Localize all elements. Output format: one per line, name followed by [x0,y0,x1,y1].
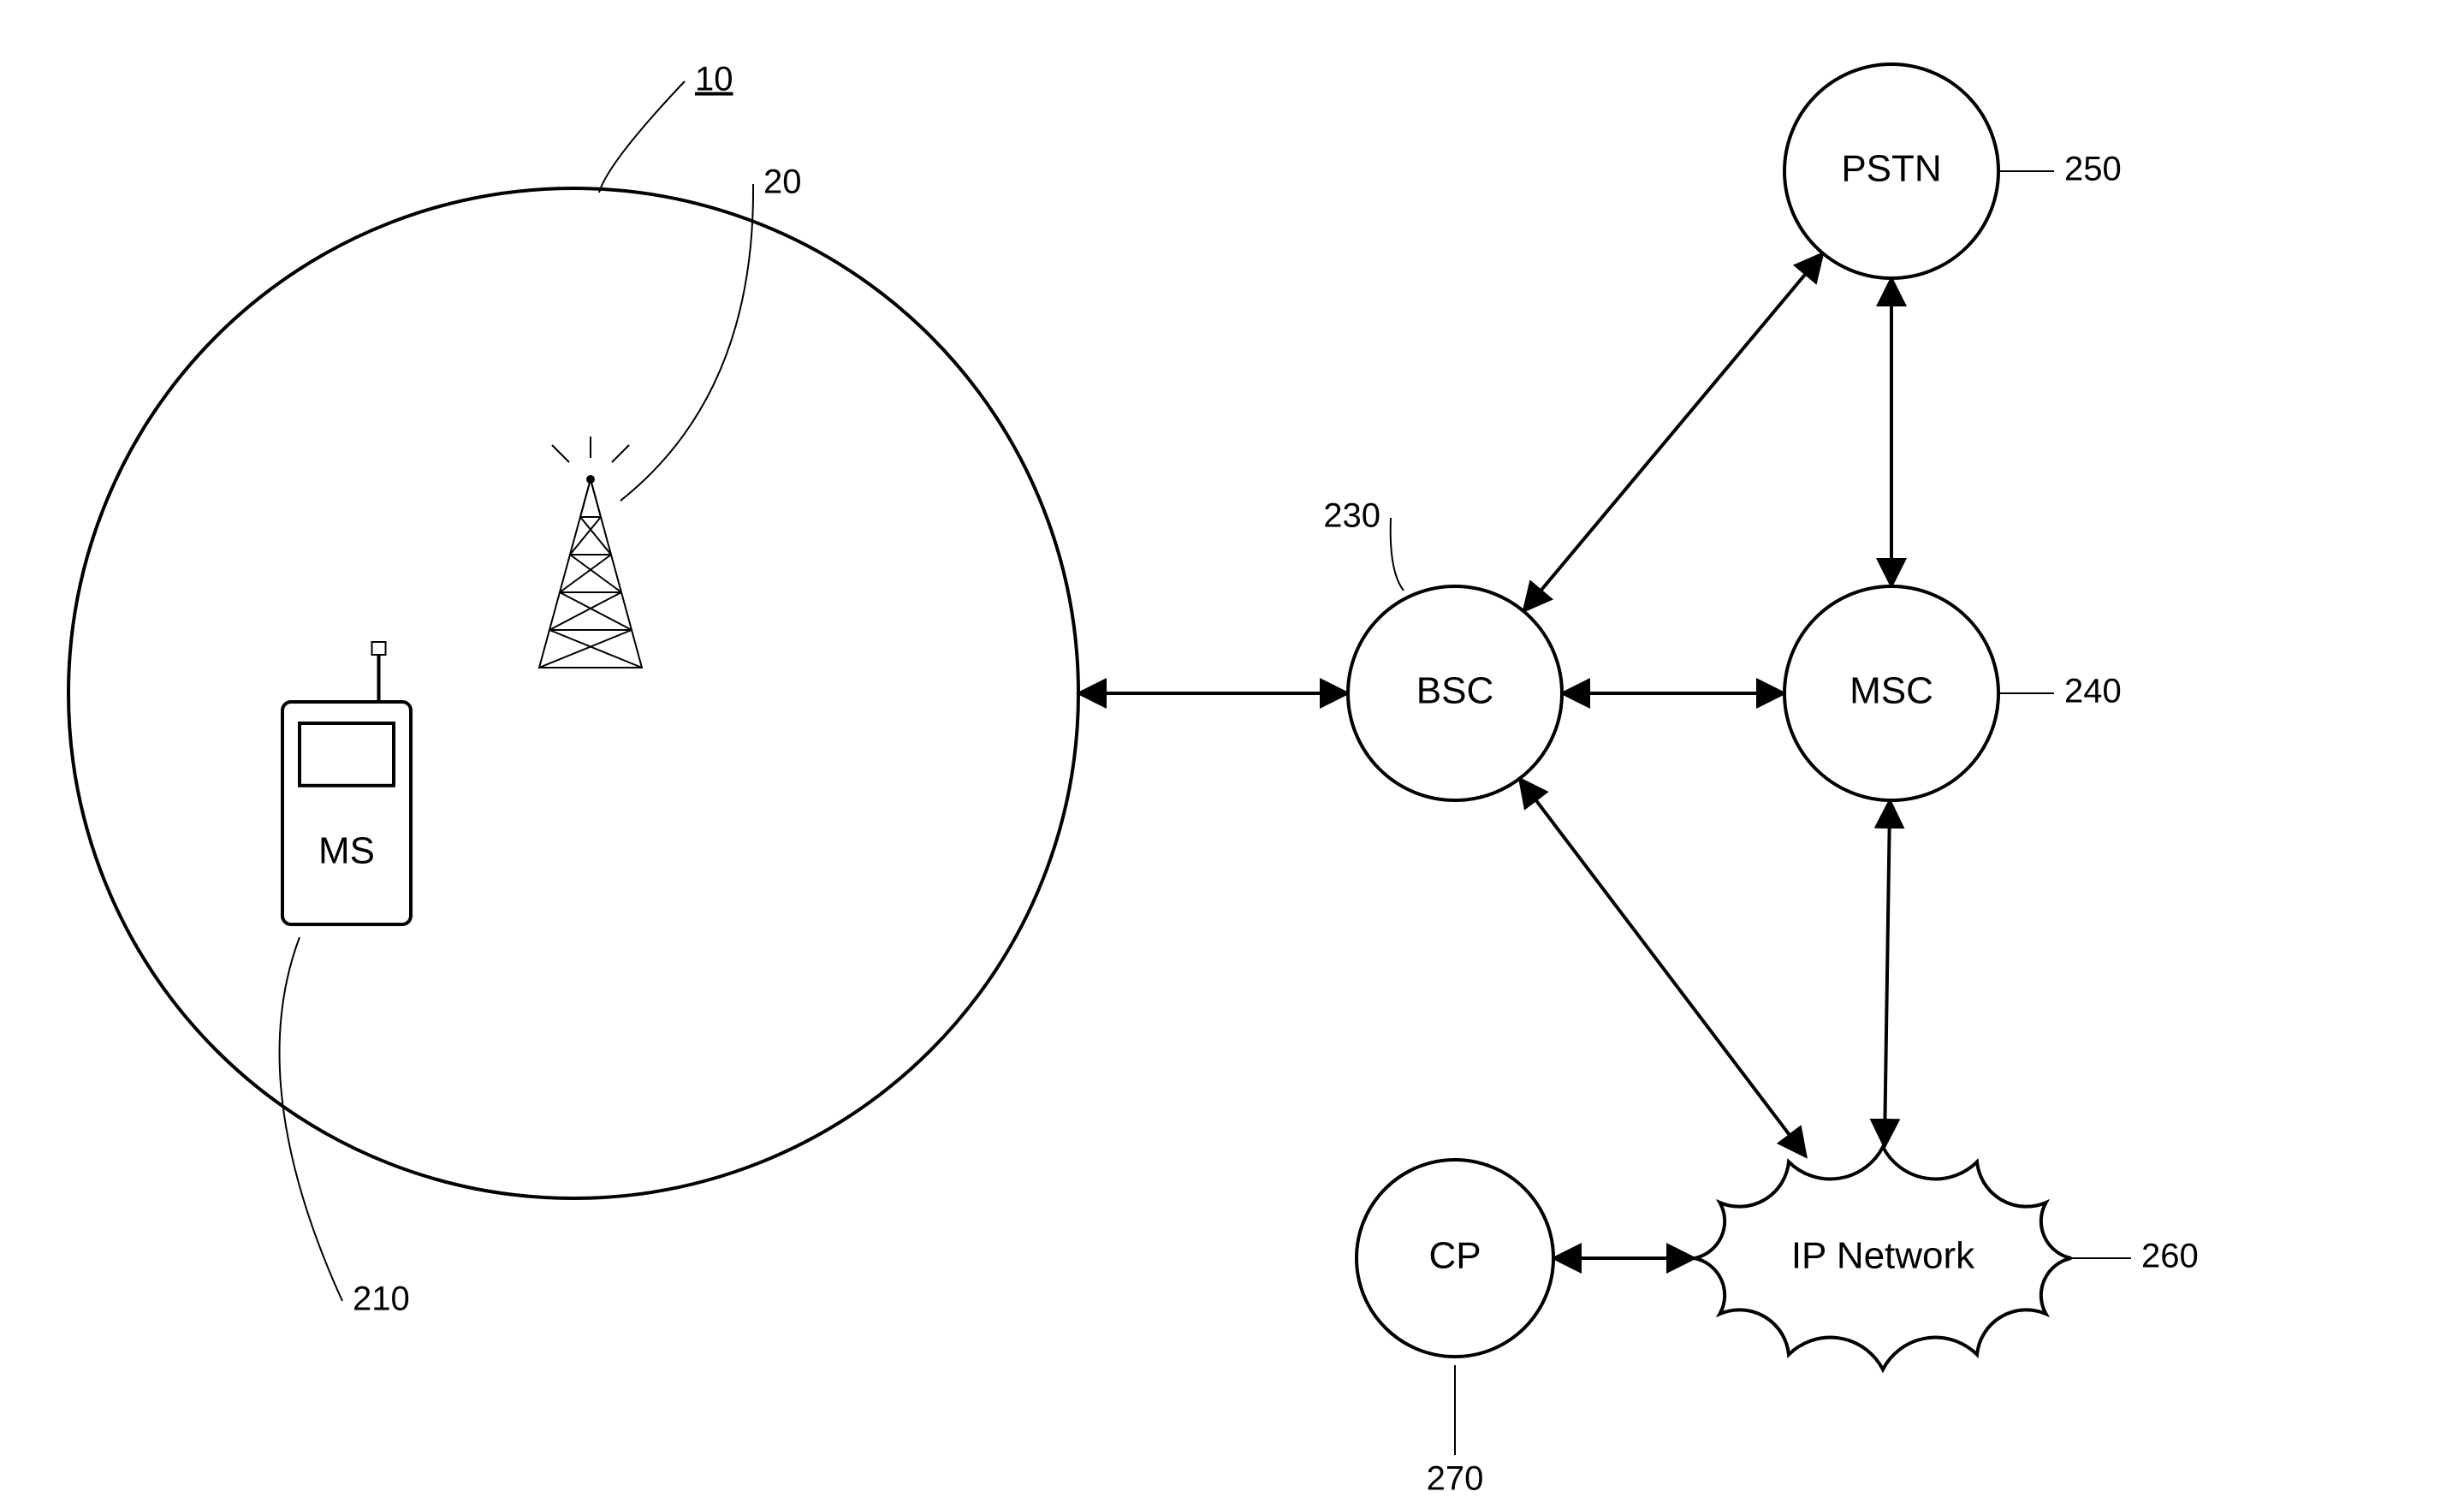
ms-label: MS [318,829,375,871]
leader-ms: 210 [280,937,410,1318]
node-pstn: PSTN [1784,64,1998,278]
node-cp: CP [1357,1160,1553,1357]
leader-bsc: 230 [1323,497,1404,591]
cloud-label: IP Network [1791,1235,1975,1277]
cp-label: CP [1428,1235,1481,1277]
cell-coverage [68,188,1078,1198]
leader-cell: 10 [599,61,733,193]
leader-cp: 270 [1427,1365,1484,1498]
node-msc: MSC [1784,586,1998,800]
link-bsc-pstn [1523,253,1823,611]
pstn-label: PSTN [1841,148,1941,190]
leader-msc: 240 [1998,673,2122,710]
bsc-label: BSC [1416,670,1493,712]
cloud-ip-network: IP Network [1695,1147,2071,1369]
ms-phone-icon: MS [282,642,411,924]
ref-cloud: 260 [2141,1238,2199,1275]
leader-pstn: 250 [1998,151,2122,188]
leader-tower: 20 [620,163,802,501]
ref-cell: 10 [695,61,733,98]
ref-pstn: 250 [2064,151,2122,188]
tower-icon [539,437,642,668]
ref-bsc: 230 [1323,497,1380,535]
link-msc-cloud [1885,800,1890,1147]
ref-cp: 270 [1427,1460,1484,1498]
leader-cloud: 260 [2071,1238,2199,1275]
ref-tower: 20 [763,163,802,201]
ref-ms: 210 [353,1280,410,1318]
ref-msc: 240 [2064,673,2122,710]
msc-label: MSC [1849,670,1933,712]
link-bsc-cloud [1519,779,1806,1157]
node-bsc: BSC [1348,586,1562,800]
